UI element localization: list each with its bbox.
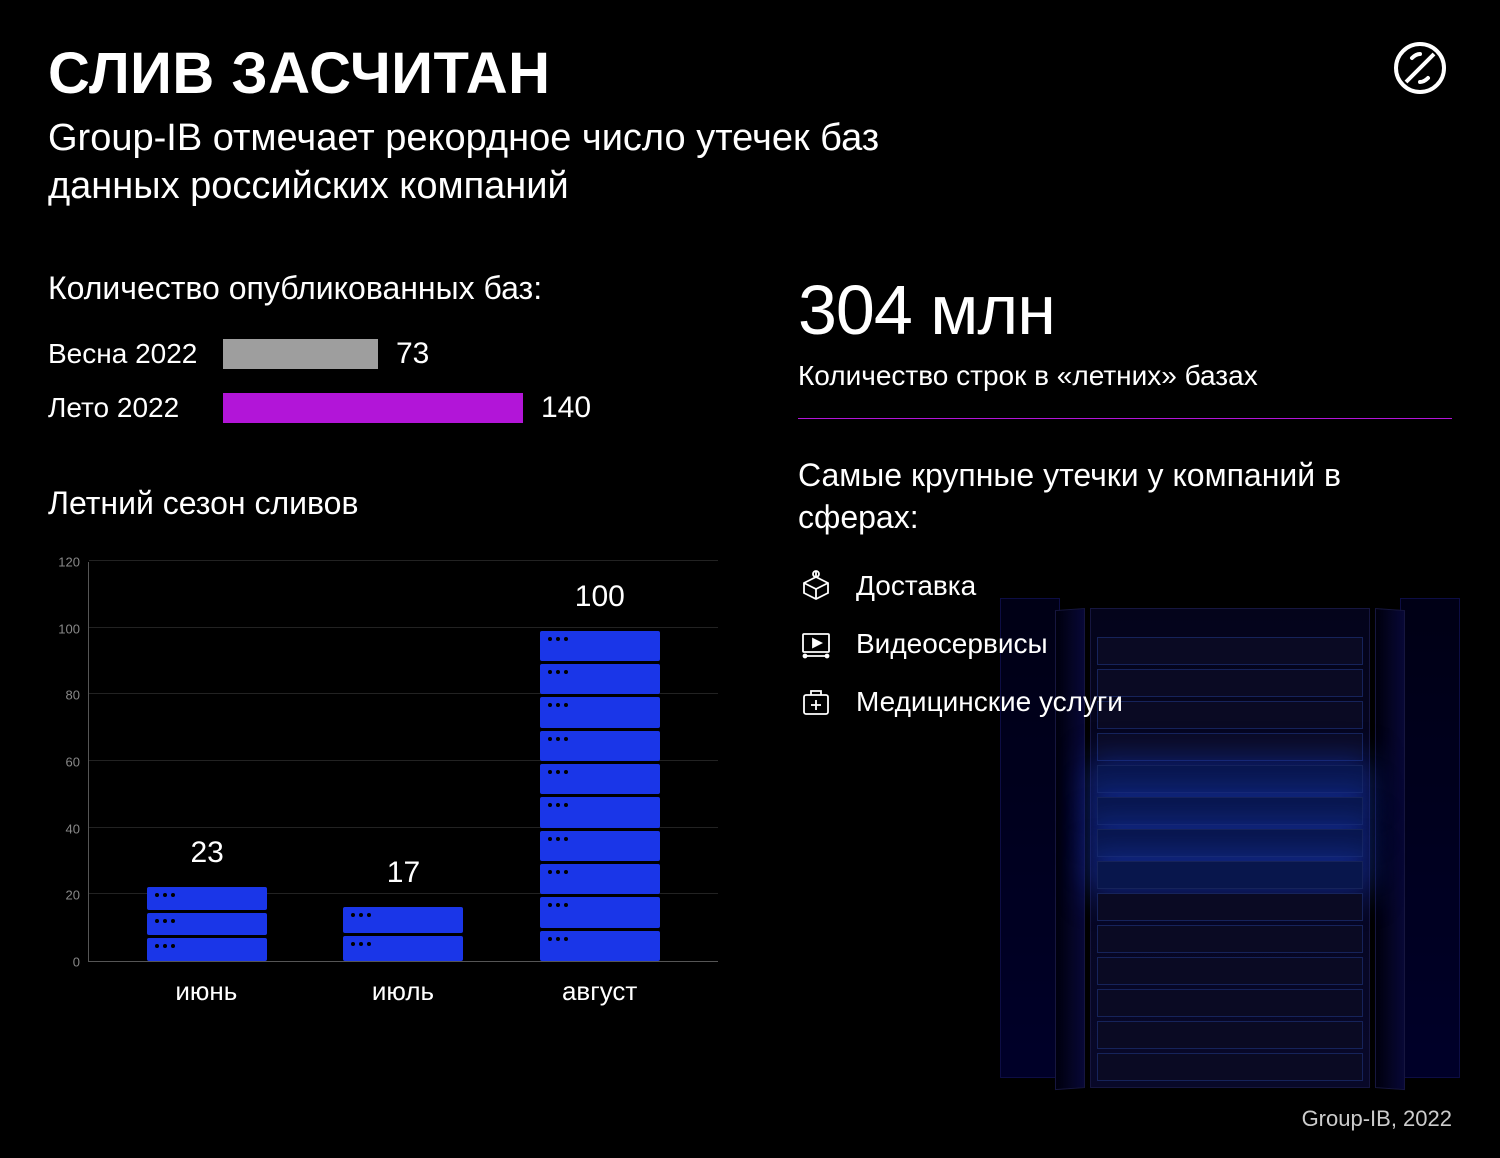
server-block — [147, 913, 267, 936]
vbar — [343, 904, 463, 961]
server-block — [540, 897, 660, 927]
server-block — [540, 831, 660, 861]
delivery-icon — [798, 568, 834, 604]
server-block — [540, 664, 660, 694]
sectors-heading: Самые крупные утечки у компаний в сферах… — [798, 455, 1452, 538]
server-block — [540, 631, 660, 661]
hbar-bar — [223, 393, 523, 423]
attribution: Group-IB, 2022 — [1302, 1106, 1452, 1132]
server-block — [540, 731, 660, 761]
video-icon — [798, 626, 834, 662]
y-tick: 100 — [58, 621, 80, 636]
hbar-heading: Количество опубликованных баз: — [48, 270, 718, 307]
hbar-label: Весна 2022 — [48, 338, 223, 370]
sector-item: Доставка — [798, 568, 1452, 604]
hbar-bar — [223, 339, 378, 369]
server-block — [343, 936, 463, 961]
brand-logo — [1392, 40, 1448, 101]
server-block — [540, 764, 660, 794]
hbar-value: 73 — [396, 337, 429, 371]
vbar — [147, 884, 267, 961]
sector-label: Видеосервисы — [856, 628, 1048, 660]
big-stat-value: 304 млн — [798, 270, 1452, 350]
vchart-title: Летний сезон сливов — [48, 485, 718, 522]
sector-item: Медицинские услуги — [798, 684, 1452, 720]
vbar-value: 100 — [575, 580, 625, 614]
divider — [798, 418, 1452, 419]
x-label: июль — [338, 976, 468, 1007]
vbar-value: 23 — [190, 836, 223, 870]
x-label: август — [535, 976, 665, 1007]
server-block — [540, 797, 660, 827]
hbar-row: Весна 2022 73 — [48, 337, 718, 371]
medical-icon — [798, 684, 834, 720]
big-stat-caption: Количество строк в «летних» базах — [798, 360, 1452, 392]
vbar-group: 17 — [338, 856, 468, 961]
sector-item: Видеосервисы — [798, 626, 1452, 662]
y-tick: 40 — [66, 821, 80, 836]
vchart: 020406080100120 2317100 — [48, 562, 718, 962]
y-tick: 0 — [73, 955, 80, 970]
page-title: СЛИВ ЗАСЧИТАН — [48, 40, 1452, 107]
sectors-list: Доставка Видеосервисы Медицинские услуги — [798, 568, 1452, 720]
vbar-value: 17 — [387, 856, 420, 890]
server-block — [540, 864, 660, 894]
hbar-row: Лето 2022 140 — [48, 391, 718, 425]
server-block — [147, 938, 267, 961]
server-block — [540, 931, 660, 961]
hbar-label: Лето 2022 — [48, 392, 223, 424]
server-block — [147, 887, 267, 910]
vbar-group: 23 — [142, 836, 272, 961]
server-block — [540, 697, 660, 727]
vbar-group: 100 — [535, 580, 665, 961]
sector-label: Медицинские услуги — [856, 686, 1123, 718]
y-tick: 80 — [66, 688, 80, 703]
sector-label: Доставка — [856, 570, 976, 602]
server-block — [343, 907, 463, 932]
y-tick: 120 — [58, 555, 80, 570]
vbar — [540, 628, 660, 961]
hbar-chart: Весна 2022 73 Лето 2022 140 — [48, 337, 718, 425]
page-subtitle: Group-IB отмечает рекордное число утечек… — [48, 115, 948, 210]
y-tick: 20 — [66, 888, 80, 903]
x-label: июнь — [141, 976, 271, 1007]
y-tick: 60 — [66, 755, 80, 770]
hbar-value: 140 — [541, 391, 591, 425]
